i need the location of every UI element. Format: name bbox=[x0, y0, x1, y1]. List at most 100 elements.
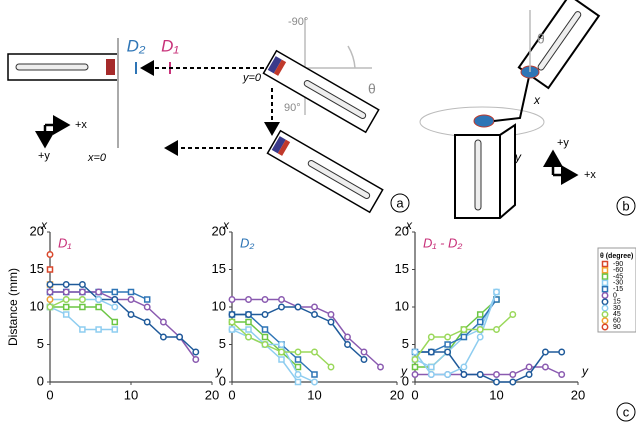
data-point bbox=[429, 365, 434, 370]
series-line bbox=[232, 300, 381, 368]
y-axis-corner-label: x bbox=[405, 218, 413, 232]
data-point bbox=[161, 334, 166, 339]
legend-marker bbox=[603, 280, 608, 285]
y-tick-label: 15 bbox=[30, 261, 44, 276]
data-point bbox=[262, 312, 267, 317]
y-tick-label: 10 bbox=[395, 298, 409, 313]
data-point bbox=[112, 297, 117, 302]
plus-x-label: +x bbox=[584, 169, 596, 181]
data-point bbox=[262, 297, 267, 302]
panel-label: b bbox=[622, 198, 629, 213]
data-point bbox=[328, 364, 333, 369]
y-tick-label: 0 bbox=[219, 373, 226, 388]
data-point bbox=[345, 342, 350, 347]
data-point bbox=[262, 342, 267, 347]
y-tick-label: 5 bbox=[219, 336, 226, 351]
data-point bbox=[378, 364, 383, 369]
data-point bbox=[177, 334, 182, 339]
series-line bbox=[50, 307, 115, 330]
data-point bbox=[478, 327, 483, 332]
y-tick-label: 0 bbox=[402, 373, 409, 388]
data-point bbox=[96, 327, 101, 332]
data-point bbox=[96, 297, 101, 302]
y-axis-corner-label: x bbox=[40, 218, 48, 232]
data-point bbox=[461, 372, 466, 377]
legend-marker bbox=[603, 262, 608, 267]
data-point bbox=[361, 349, 366, 354]
y-axis-corner-label: x bbox=[222, 218, 230, 232]
data-point bbox=[128, 297, 133, 302]
data-point bbox=[80, 305, 85, 310]
data-point bbox=[161, 319, 166, 324]
legend-title: θ (degree) bbox=[600, 253, 633, 260]
x-tick-label: 20 bbox=[390, 387, 404, 402]
data-point bbox=[543, 349, 548, 354]
data-point bbox=[510, 372, 515, 377]
data-point bbox=[112, 327, 117, 332]
plus90-label: 90° bbox=[284, 102, 301, 114]
data-point bbox=[64, 312, 69, 317]
data-point bbox=[295, 349, 300, 354]
x-tick-label: 10 bbox=[124, 387, 138, 402]
x-tick-label: 0 bbox=[411, 387, 418, 402]
data-point bbox=[445, 334, 450, 339]
reed-switch bbox=[475, 140, 481, 210]
data-point bbox=[63, 289, 68, 294]
x-label: x bbox=[533, 93, 541, 107]
data-point bbox=[80, 282, 85, 287]
data-point bbox=[296, 365, 301, 370]
data-point bbox=[47, 297, 52, 302]
x-axis-corner-label: y bbox=[581, 364, 589, 378]
data-point bbox=[128, 312, 133, 317]
data-point bbox=[229, 297, 234, 302]
angle-arc bbox=[348, 46, 355, 68]
data-point bbox=[263, 327, 268, 332]
legend-marker bbox=[602, 293, 607, 298]
data-point bbox=[96, 305, 101, 310]
data-point bbox=[461, 364, 466, 369]
series-line bbox=[415, 367, 562, 375]
series-line bbox=[50, 285, 196, 353]
y-axis-title: Distance (mm) bbox=[6, 268, 20, 346]
data-point bbox=[412, 372, 417, 377]
data-point bbox=[112, 290, 117, 295]
data-point bbox=[478, 334, 483, 339]
data-point bbox=[229, 312, 234, 317]
data-point bbox=[478, 312, 483, 317]
data-point bbox=[296, 380, 301, 385]
data-point bbox=[345, 334, 350, 339]
series-line bbox=[50, 292, 196, 360]
reed-switch bbox=[16, 64, 88, 70]
chart-label: D₁ - D₂ bbox=[423, 235, 462, 250]
tilted-sensor bbox=[264, 51, 379, 133]
data-point bbox=[295, 372, 300, 377]
data-point bbox=[80, 297, 85, 302]
legend-marker bbox=[602, 324, 607, 329]
data-point bbox=[112, 304, 117, 309]
panel-b: θ x y +y +x b bbox=[420, 0, 635, 218]
data-point bbox=[279, 349, 284, 354]
data-point bbox=[246, 327, 251, 332]
x-tick-label: 10 bbox=[489, 387, 503, 402]
chart-label: D₁ bbox=[58, 235, 72, 250]
data-point bbox=[96, 289, 101, 294]
data-point bbox=[312, 372, 317, 377]
legend-marker bbox=[603, 268, 608, 273]
data-point bbox=[559, 372, 564, 377]
data-point bbox=[296, 357, 301, 362]
panel-label: c bbox=[623, 404, 630, 419]
data-point bbox=[279, 342, 284, 347]
y0-label: y=0 bbox=[242, 72, 262, 84]
figure: D₂ D₁ y=0 -90° 90° θ +x +y x=0 a bbox=[0, 0, 636, 427]
data-point bbox=[246, 320, 251, 325]
data-point bbox=[47, 304, 52, 309]
data-point bbox=[478, 320, 483, 325]
data-point bbox=[47, 282, 52, 287]
theta-label: θ bbox=[368, 81, 376, 97]
data-point bbox=[263, 335, 268, 340]
data-point bbox=[112, 320, 117, 325]
data-point bbox=[526, 372, 531, 377]
y-tick-label: 5 bbox=[402, 336, 409, 351]
data-point bbox=[494, 289, 499, 294]
lower-box bbox=[455, 125, 515, 218]
